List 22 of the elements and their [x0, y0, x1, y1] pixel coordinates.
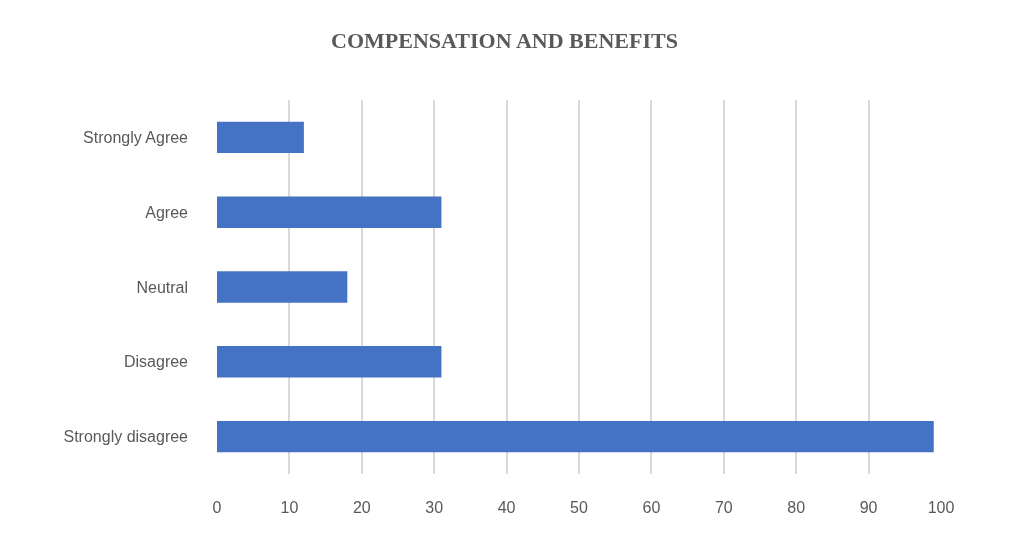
- y-tick-label: Neutral: [136, 278, 188, 296]
- x-tick-label: 10: [280, 499, 299, 516]
- x-tick-label: 60: [642, 499, 661, 516]
- bar: [217, 121, 304, 154]
- y-tick-label: Strongly Agree: [83, 129, 189, 146]
- x-tick-label: 100: [927, 499, 955, 516]
- bar: [217, 420, 934, 453]
- x-tick-label: 50: [570, 499, 588, 516]
- bar: [217, 271, 348, 303]
- bar: [217, 346, 442, 378]
- bar: [217, 196, 442, 228]
- x-tick-label: 80: [787, 499, 806, 516]
- x-tick-label: 70: [714, 499, 733, 516]
- y-tick-label: Strongly disagree: [63, 428, 189, 446]
- x-tick-label: 40: [497, 499, 516, 516]
- chart-title: COMPENSATION AND BENEFITS: [331, 27, 678, 53]
- x-tick-label: 0: [212, 499, 222, 516]
- x-tick-label: 20: [352, 499, 371, 516]
- x-tick-label: 90: [859, 499, 878, 516]
- y-tick-label: Disagree: [123, 353, 189, 371]
- x-tick-label: 30: [425, 499, 444, 516]
- y-tick-label: Agree: [145, 203, 189, 221]
